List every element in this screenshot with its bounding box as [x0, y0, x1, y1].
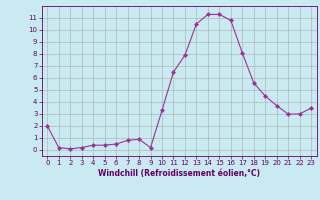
X-axis label: Windchill (Refroidissement éolien,°C): Windchill (Refroidissement éolien,°C): [98, 169, 260, 178]
